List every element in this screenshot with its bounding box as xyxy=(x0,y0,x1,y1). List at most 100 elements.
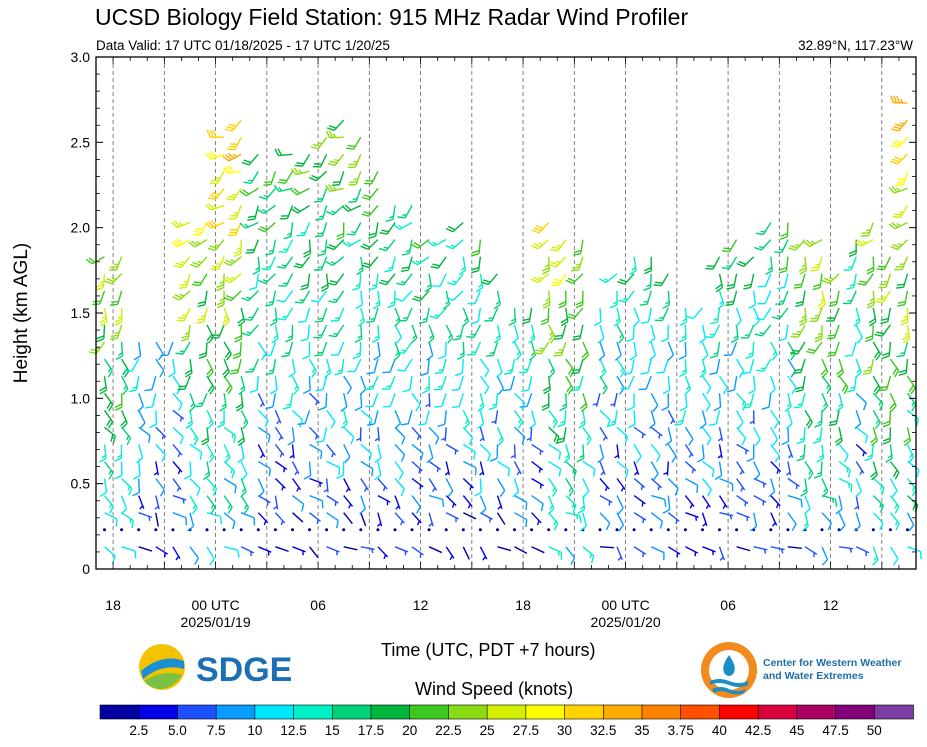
barb-full-flag xyxy=(817,300,825,307)
x-tick-label: 18 xyxy=(105,597,121,613)
barb-full-flag xyxy=(434,371,443,375)
barb-shaft xyxy=(834,341,840,356)
barb-half-flag xyxy=(230,259,236,263)
barb-full-flag xyxy=(706,438,712,446)
wind-barb xyxy=(343,426,355,445)
barb-full-flag xyxy=(99,457,107,463)
wind-barb xyxy=(313,188,328,203)
wind-barb xyxy=(281,341,294,358)
wind-barb xyxy=(512,478,520,498)
barb-shaft xyxy=(886,375,892,390)
wind-barb xyxy=(485,341,499,357)
barb-full-flag xyxy=(194,405,202,407)
barb-full-flag xyxy=(175,262,184,266)
barb-full-flag xyxy=(573,334,581,338)
barb-full-flag xyxy=(412,297,420,302)
barb-full-flag xyxy=(865,335,873,340)
barb-shaft xyxy=(627,375,635,390)
wind-barb xyxy=(582,478,590,498)
wind-barb xyxy=(198,341,208,360)
barb-full-flag xyxy=(814,335,823,340)
barb-half-flag xyxy=(200,315,206,318)
barb-full-flag xyxy=(730,338,739,344)
barb-full-flag xyxy=(318,406,327,411)
barb-shaft xyxy=(650,392,659,406)
barb-half-flag xyxy=(463,317,468,322)
wind-barb xyxy=(155,358,165,378)
barb-half-flag xyxy=(813,552,815,558)
wind-barb xyxy=(360,478,369,492)
colorbar-swatch xyxy=(757,704,798,720)
barb-full-flag xyxy=(208,203,215,210)
wind-barb xyxy=(804,546,818,558)
barb-shaft xyxy=(172,426,184,438)
wind-barb xyxy=(801,512,809,532)
barb-half-flag xyxy=(799,437,805,441)
barb-full-flag xyxy=(367,423,375,426)
barb-shaft xyxy=(718,461,723,476)
wind-barb xyxy=(548,546,563,561)
wind-barb xyxy=(363,170,379,185)
wind-barb xyxy=(548,512,559,531)
barb-half-flag xyxy=(345,487,350,493)
wind-barb xyxy=(367,410,379,426)
barb-half-flag xyxy=(518,418,522,424)
wind-barb xyxy=(531,512,542,526)
wind-barb xyxy=(328,290,345,304)
wind-barb xyxy=(599,494,613,506)
barb-half-flag xyxy=(283,282,288,285)
barb-half-flag xyxy=(212,204,218,209)
wind-barb xyxy=(508,307,517,326)
barb-half-flag xyxy=(676,552,679,558)
barb-full-flag xyxy=(640,372,649,375)
barb-shaft xyxy=(274,477,286,489)
barb-full-flag xyxy=(785,423,793,430)
wind-barb xyxy=(854,238,874,247)
barb-full-flag xyxy=(315,388,324,392)
barb-full-flag xyxy=(363,182,372,185)
barb-shaft xyxy=(616,426,628,438)
barb-shaft xyxy=(425,307,430,322)
wind-barb xyxy=(514,426,526,445)
wind-barb xyxy=(521,375,533,393)
barb-full-flag xyxy=(684,388,691,395)
barb-half-flag xyxy=(869,298,875,302)
barb-shaft xyxy=(428,546,443,554)
wind-barb xyxy=(155,443,166,462)
barb-half-flag xyxy=(294,385,298,390)
barb-full-flag xyxy=(497,388,505,395)
barb-full-flag xyxy=(209,558,215,566)
barb-full-flag xyxy=(880,505,885,513)
barb-half-flag xyxy=(318,317,324,320)
wind-barb xyxy=(235,393,244,412)
barb-full-flag xyxy=(96,338,105,343)
barb-full-flag xyxy=(743,286,751,290)
barb-shaft xyxy=(548,426,560,438)
barb-full-flag xyxy=(748,389,756,395)
barb-half-flag xyxy=(323,488,329,493)
barb-shaft xyxy=(138,444,144,459)
barb-full-flag xyxy=(602,387,608,395)
colorbar-swatch xyxy=(873,704,914,720)
barb-full-flag xyxy=(551,489,558,497)
wind-barb xyxy=(172,443,183,458)
barb-full-flag xyxy=(875,387,881,395)
barb-shaft xyxy=(474,290,482,304)
wind-barb xyxy=(548,478,558,497)
barb-full-flag xyxy=(810,317,819,320)
barb-full-flag xyxy=(107,370,113,378)
colorbar-tick-label: 15 xyxy=(324,723,340,738)
barb-full-flag xyxy=(467,302,475,305)
wind-barb xyxy=(540,307,550,326)
wind-barb xyxy=(292,409,304,428)
barb-shaft xyxy=(120,375,129,389)
barb-shaft xyxy=(301,290,311,304)
wind-barb xyxy=(434,358,447,375)
barb-shaft xyxy=(417,256,430,266)
barb-shaft xyxy=(712,324,721,338)
wind-barb xyxy=(434,392,447,408)
barb-full-flag xyxy=(710,321,718,325)
wind-barb xyxy=(309,392,320,406)
wind-barb xyxy=(892,205,909,219)
wind-barb xyxy=(394,478,406,497)
